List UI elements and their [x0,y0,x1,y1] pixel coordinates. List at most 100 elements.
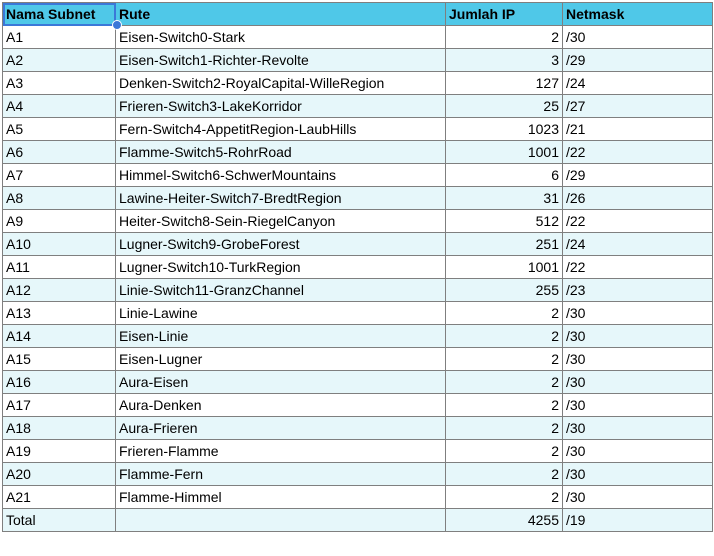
cell-route[interactable]: Flamme-Fern [115,462,446,486]
cell-route[interactable]: Frieren-Flamme [115,439,446,463]
cell-ip-count[interactable]: 6 [445,163,563,187]
cell-route[interactable]: Eisen-Switch1-Richter-Revolte [115,48,446,72]
cell-subnet-name[interactable]: A1 [2,25,116,49]
cell-netmask[interactable]: /30 [562,485,713,509]
header-cell-rute[interactable]: Rute [115,2,446,26]
cell-ip-count[interactable]: 2 [445,301,563,325]
cell-ip-count[interactable]: 3 [445,48,563,72]
header-cell-netmask[interactable]: Netmask [562,2,713,26]
cell-ip-count[interactable]: 2 [445,324,563,348]
cell-route[interactable]: Eisen-Lugner [115,347,446,371]
cell-subnet-name[interactable]: A9 [2,209,116,233]
cell-route[interactable]: Himmel-Switch6-SchwerMountains [115,163,446,187]
cell-route[interactable]: Lawine-Heiter-Switch7-BredtRegion [115,186,446,210]
cell-netmask[interactable]: /30 [562,324,713,348]
cell-ip-count[interactable]: 2 [445,347,563,371]
cell-netmask[interactable]: /30 [562,347,713,371]
cell-netmask[interactable]: /23 [562,278,713,302]
cell-total-netmask[interactable]: /19 [562,508,713,532]
cell-ip-count[interactable]: 1001 [445,140,563,164]
cell-netmask[interactable]: /30 [562,25,713,49]
table-row: A5 Fern-Switch4-AppetitRegion-LaubHills 10… [2,117,713,141]
cell-netmask[interactable]: /26 [562,186,713,210]
cell-ip-count[interactable]: 2 [445,439,563,463]
cell-route[interactable]: Denken-Switch2-RoyalCapital-WilleRegion [115,71,446,95]
cell-netmask[interactable]: /27 [562,94,713,118]
cell-subnet-name[interactable]: A6 [2,140,116,164]
cell-route[interactable]: Eisen-Switch0-Stark [115,25,446,49]
cell-subnet-name[interactable]: A15 [2,347,116,371]
cell-subnet-name[interactable]: A3 [2,71,116,95]
cell-route[interactable]: Flamme-Switch5-RohrRoad [115,140,446,164]
cell-netmask[interactable]: /30 [562,370,713,394]
cell-netmask[interactable]: /22 [562,140,713,164]
cell-subnet-name[interactable]: A7 [2,163,116,187]
header-cell-nama-subnet[interactable]: Nama Subnet [2,2,116,26]
cell-subnet-name[interactable]: A4 [2,94,116,118]
cell-ip-count[interactable]: 25 [445,94,563,118]
cell-ip-count[interactable]: 2 [445,462,563,486]
cell-total-ip[interactable]: 4255 [445,508,563,532]
cell-route[interactable]: Linie-Lawine [115,301,446,325]
cell-subnet-name[interactable]: A18 [2,416,116,440]
cell-subnet-name[interactable]: A19 [2,439,116,463]
cell-netmask[interactable]: /29 [562,48,713,72]
cell-netmask[interactable]: /30 [562,462,713,486]
cell-ip-count[interactable]: 251 [445,232,563,256]
cell-route[interactable]: Lugner-Switch9-GrobeForest [115,232,446,256]
cell-subnet-name[interactable]: A10 [2,232,116,256]
cell-ip-count[interactable]: 2 [445,416,563,440]
cell-route[interactable]: Linie-Switch11-GranzChannel [115,278,446,302]
cell-subnet-name[interactable]: A14 [2,324,116,348]
cell-subnet-name[interactable]: A20 [2,462,116,486]
cell-ip-count[interactable]: 31 [445,186,563,210]
cell-subnet-name[interactable]: A13 [2,301,116,325]
table-row: A3 Denken-Switch2-RoyalCapital-WilleRegio… [2,71,713,95]
cell-subnet-name[interactable]: A12 [2,278,116,302]
table-row: A13 Linie-Lawine 2/30 [2,301,713,325]
cell-ip-count[interactable]: 255 [445,278,563,302]
cell-route[interactable]: Fern-Switch4-AppetitRegion-LaubHills [115,117,446,141]
cell-subnet-name[interactable]: A2 [2,48,116,72]
cell-netmask[interactable]: /22 [562,209,713,233]
cell-subnet-name[interactable]: A5 [2,117,116,141]
cell-route[interactable]: Heiter-Switch8-Sein-RiegelCanyon [115,209,446,233]
subnet-table: Nama Subnet Rute Jumlah IP Netmask A1 Eis… [2,2,713,532]
cell-subnet-name[interactable]: A11 [2,255,116,279]
cell-netmask[interactable]: /24 [562,71,713,95]
total-row: Total 4255/19 [2,508,713,532]
cell-ip-count[interactable]: 2 [445,25,563,49]
cell-route[interactable]: Flamme-Himmel [115,485,446,509]
cell-ip-count[interactable]: 2 [445,485,563,509]
cell-route[interactable]: Frieren-Switch3-LakeKorridor [115,94,446,118]
cell-total-route[interactable] [115,508,446,532]
cell-route[interactable]: Aura-Eisen [115,370,446,394]
cell-subnet-name[interactable]: A21 [2,485,116,509]
header-cell-jumlah-ip[interactable]: Jumlah IP [445,2,563,26]
cell-netmask[interactable]: /30 [562,439,713,463]
cell-route[interactable]: Aura-Denken [115,393,446,417]
cell-netmask[interactable]: /30 [562,393,713,417]
table-row: A6 Flamme-Switch5-RohrRoad 1001/22 [2,140,713,164]
cell-ip-count[interactable]: 1023 [445,117,563,141]
cell-ip-count[interactable]: 2 [445,370,563,394]
cell-netmask[interactable]: /21 [562,117,713,141]
cell-subnet-name[interactable]: A16 [2,370,116,394]
cell-netmask[interactable]: /29 [562,163,713,187]
cell-ip-count[interactable]: 127 [445,71,563,95]
cell-netmask[interactable]: /30 [562,301,713,325]
cell-route[interactable]: Lugner-Switch10-TurkRegion [115,255,446,279]
cell-subnet-name[interactable]: A8 [2,186,116,210]
cell-netmask[interactable]: /30 [562,416,713,440]
cell-ip-count[interactable]: 2 [445,393,563,417]
selection-fill-handle[interactable] [112,20,122,30]
cell-route[interactable]: Aura-Frieren [115,416,446,440]
cell-ip-count[interactable]: 1001 [445,255,563,279]
cell-ip-count[interactable]: 512 [445,209,563,233]
header-row: Nama Subnet Rute Jumlah IP Netmask [2,2,713,26]
cell-total-label[interactable]: Total [2,508,116,532]
cell-netmask[interactable]: /22 [562,255,713,279]
cell-subnet-name[interactable]: A17 [2,393,116,417]
cell-netmask[interactable]: /24 [562,232,713,256]
cell-route[interactable]: Eisen-Linie [115,324,446,348]
